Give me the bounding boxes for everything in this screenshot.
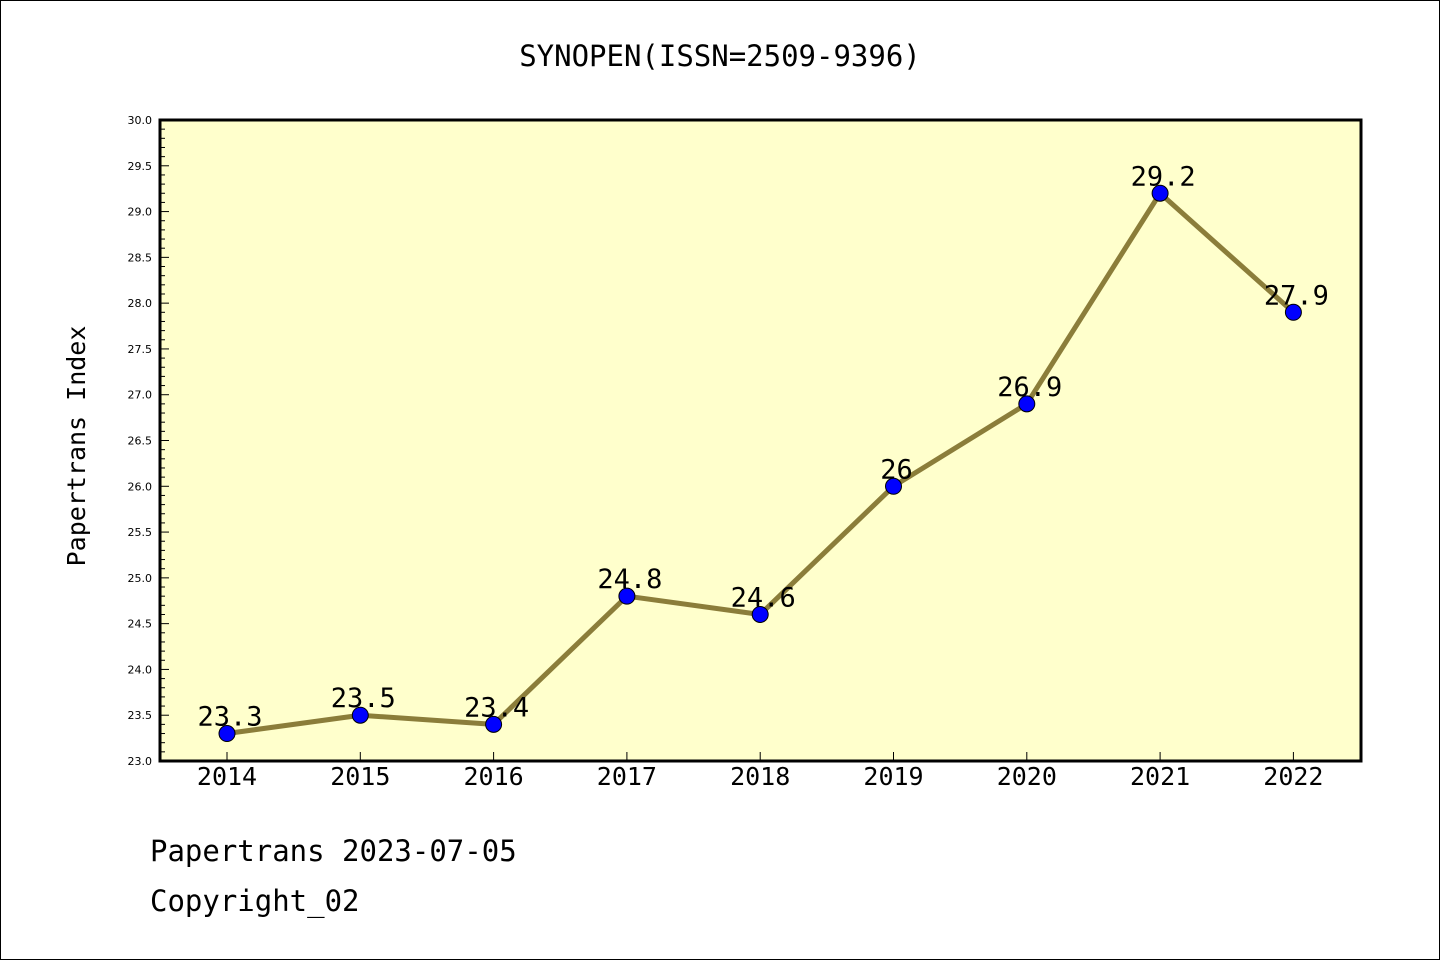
data-point <box>618 587 636 605</box>
x-tick-label: 2021 <box>1130 762 1190 791</box>
x-tick-label: 2014 <box>197 762 257 791</box>
x-tick-label: 2019 <box>863 762 923 791</box>
x-tick-label: 2022 <box>1263 762 1323 791</box>
data-point <box>751 605 769 623</box>
plot-area <box>160 120 1361 761</box>
y-tick-label: 23.0 <box>128 755 153 768</box>
x-tick-label: 2020 <box>997 762 1057 791</box>
data-point <box>485 715 503 733</box>
chart-marks: 23.0 23.5 24.0 24.5 25.0 25.5 26.0 26.5 27.0 27.5… <box>128 114 1329 791</box>
data-point <box>351 706 369 724</box>
data-point <box>218 725 236 743</box>
x-tick-label: 2018 <box>730 762 790 791</box>
footer-copyright: Copyright_02 <box>150 884 360 918</box>
x-tick-label: 2016 <box>463 762 523 791</box>
data-point <box>1284 303 1302 321</box>
x-tick-label: 2017 <box>597 762 657 791</box>
y-axis-label: Papertrans Index <box>62 326 91 567</box>
y-tick-label: 23.5 <box>128 709 153 722</box>
y-tick-label: 25.0 <box>128 572 153 585</box>
y-tick-label: 30.0 <box>128 114 153 127</box>
chart-title: SYNOPEN(ISSN=2509-9396) <box>519 39 921 73</box>
y-tick-label: 25.5 <box>128 526 153 539</box>
data-point <box>885 477 902 495</box>
footer-date: Papertrans 2023-07-05 <box>150 834 517 868</box>
y-tick-label: 28.0 <box>128 297 153 310</box>
y-tick-label: 26.5 <box>128 435 153 448</box>
y-tick-label: 28.5 <box>128 251 153 264</box>
y-tick-label: 27.0 <box>128 389 153 402</box>
data-point <box>1151 184 1169 202</box>
y-tick-label: 24.0 <box>128 663 153 676</box>
x-tick-label: 2015 <box>330 762 390 791</box>
plot-border <box>158 118 1363 763</box>
y-tick-label: 24.5 <box>128 618 153 631</box>
data-point <box>1018 395 1036 413</box>
y-tick-label: 29.0 <box>128 206 153 219</box>
y-tick-label: 26.0 <box>128 480 153 493</box>
y-tick-label: 27.5 <box>128 343 153 356</box>
y-tick-label: 29.5 <box>128 160 153 173</box>
